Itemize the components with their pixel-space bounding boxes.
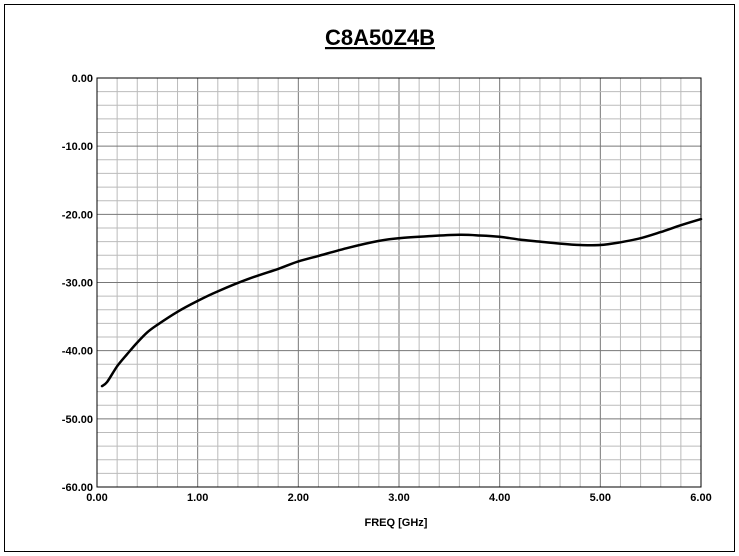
y-tick-label: 0.00 xyxy=(72,73,93,85)
series-line xyxy=(100,217,703,388)
x-tick-label: 0.00 xyxy=(86,492,107,504)
x-tick-label: 5.00 xyxy=(590,492,611,504)
x-tick-label: 1.00 xyxy=(187,492,208,504)
y-tick-label: -40.00 xyxy=(62,346,93,358)
plot-area xyxy=(96,77,702,488)
x-axis: 0.00 1.00 2.00 3.00 4.00 5.00 6.00 xyxy=(86,492,711,504)
chart: C8A50Z4B 0.00 -10.00 -20.00 -30.00 -40.00 -50… xyxy=(62,25,712,529)
chart-title: C8A50Z4B xyxy=(325,25,435,50)
x-tick-label: 6.00 xyxy=(690,492,711,504)
y-tick-label: -10.00 xyxy=(62,141,93,153)
y-tick-label: -20.00 xyxy=(62,209,93,221)
chart-frame: C8A50Z4B 0.00 -10.00 -20.00 -30.00 -40.00 -50… xyxy=(4,4,735,552)
y-axis: 0.00 -10.00 -20.00 -30.00 -40.00 -50.00 -60.00 xyxy=(62,73,93,494)
x-tick-label: 4.00 xyxy=(489,492,510,504)
y-tick-label: -30.00 xyxy=(62,278,93,290)
y-tick-label: -50.00 xyxy=(62,414,93,426)
x-tick-label: 2.00 xyxy=(288,492,309,504)
x-tick-label: 3.00 xyxy=(388,492,409,504)
y-tick-label: -60.00 xyxy=(62,482,93,494)
grid xyxy=(97,78,701,487)
x-axis-label: FREQ [GHz] xyxy=(365,517,428,529)
